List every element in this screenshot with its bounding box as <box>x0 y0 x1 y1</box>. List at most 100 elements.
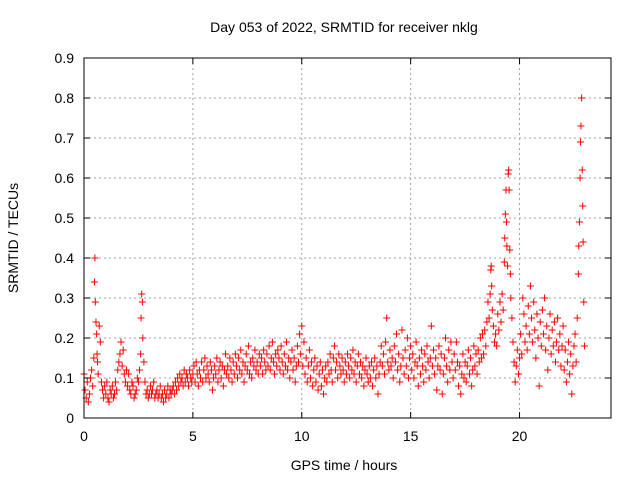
data-point <box>435 342 443 350</box>
data-point <box>463 362 471 370</box>
data-point <box>427 322 435 330</box>
data-point <box>354 350 362 358</box>
data-point <box>253 358 261 366</box>
data-point <box>468 382 476 390</box>
data-point <box>488 306 496 314</box>
data-point <box>558 342 566 350</box>
data-point <box>212 370 220 378</box>
data-point <box>379 350 387 358</box>
data-point <box>213 354 221 362</box>
data-point <box>329 354 337 362</box>
data-point <box>90 354 98 362</box>
data-point <box>541 294 549 302</box>
data-point <box>572 358 580 366</box>
data-point <box>190 362 198 370</box>
data-point <box>565 338 573 346</box>
data-point <box>500 258 508 266</box>
data-point <box>563 358 571 366</box>
data-point <box>513 346 521 354</box>
data-point <box>90 278 98 286</box>
data-point <box>246 370 254 378</box>
data-point <box>387 362 395 370</box>
data-point <box>506 270 514 278</box>
data-point <box>297 350 305 358</box>
data-point <box>360 382 368 390</box>
data-point <box>407 342 415 350</box>
data-point <box>128 378 136 386</box>
data-point <box>547 350 555 358</box>
data-point <box>93 330 101 338</box>
data-point <box>119 346 127 354</box>
data-point <box>181 378 189 386</box>
data-point <box>512 362 520 370</box>
data-point <box>490 338 498 346</box>
data-point <box>229 358 237 366</box>
data-point <box>511 378 519 386</box>
data-point <box>544 366 552 374</box>
data-point <box>273 362 281 370</box>
data-point <box>522 322 530 330</box>
data-point <box>542 346 550 354</box>
data-point <box>509 338 517 346</box>
data-point <box>570 342 578 350</box>
data-point <box>185 382 193 390</box>
data-point <box>236 366 244 374</box>
data-point <box>269 358 277 366</box>
data-point <box>237 346 245 354</box>
data-point <box>138 290 146 298</box>
data-point <box>205 378 213 386</box>
data-point <box>441 334 449 342</box>
data-point <box>530 298 538 306</box>
data-point <box>471 362 479 370</box>
data-point <box>263 350 271 358</box>
data-point <box>382 338 390 346</box>
data-point <box>88 366 96 374</box>
data-point <box>415 354 423 362</box>
data-point <box>440 354 448 362</box>
data-point <box>578 166 586 174</box>
data-point <box>165 394 173 402</box>
data-point <box>502 218 510 226</box>
data-point <box>274 346 282 354</box>
data-point <box>101 382 109 390</box>
data-point <box>94 358 102 366</box>
data-point <box>487 262 495 270</box>
data-point <box>191 378 199 386</box>
data-point <box>499 306 507 314</box>
data-point <box>398 326 406 334</box>
data-point <box>560 366 568 374</box>
data-point <box>289 366 297 374</box>
data-point <box>159 398 167 406</box>
data-point <box>222 350 230 358</box>
data-point <box>498 290 506 298</box>
data-point <box>516 354 524 362</box>
data-point <box>316 358 324 366</box>
data-point <box>480 350 488 358</box>
data-point <box>267 354 275 362</box>
data-point <box>439 370 447 378</box>
data-point <box>132 386 140 394</box>
data-point <box>554 314 562 322</box>
plot-frame <box>83 57 612 419</box>
data-point <box>187 374 195 382</box>
data-point <box>422 366 430 374</box>
data-point <box>194 382 202 390</box>
data-point <box>517 330 525 338</box>
data-point <box>141 378 149 386</box>
data-point <box>279 370 287 378</box>
data-point <box>122 366 130 374</box>
y-tick-label: 0.5 <box>55 210 75 226</box>
y-tick-label: 0.2 <box>55 330 75 346</box>
data-point <box>207 366 215 374</box>
y-axis-label: SRMTID / TECUs <box>5 183 21 293</box>
data-point <box>338 354 346 362</box>
data-point <box>342 370 350 378</box>
data-point <box>203 362 211 370</box>
data-point <box>358 374 366 382</box>
data-point <box>359 362 367 370</box>
data-point <box>240 378 248 386</box>
data-point <box>243 366 251 374</box>
data-point <box>311 354 319 362</box>
data-point <box>216 358 224 366</box>
data-point <box>505 186 513 194</box>
